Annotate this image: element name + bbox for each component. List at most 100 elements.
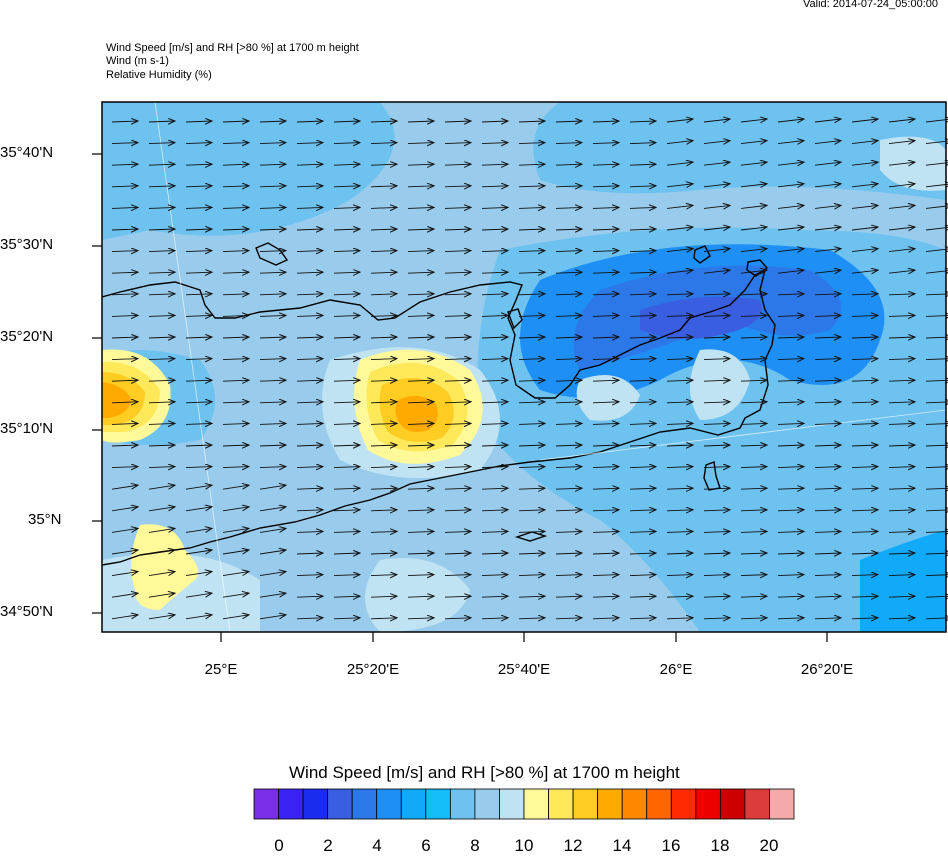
wind-arrow (259, 164, 286, 165)
wind-arrow (407, 207, 434, 208)
wind-arrow (481, 294, 508, 295)
lon-label: 25°40'E (497, 661, 551, 678)
wind-arrow (666, 445, 693, 446)
wind-arrow (296, 467, 323, 468)
wind-arrow (296, 121, 323, 122)
wind-arrow (740, 380, 767, 381)
wind-arrow (481, 337, 508, 338)
wind-arrow (814, 162, 841, 165)
wind-arrow (814, 618, 841, 619)
wind-arrow (851, 445, 878, 446)
wind-arrow (296, 575, 323, 576)
wind-arrow (148, 593, 175, 597)
wind-arrow (555, 121, 582, 122)
wind-arrow (444, 402, 471, 403)
wind-arrow (851, 402, 878, 403)
wind-arrow (629, 618, 656, 619)
wind-arrow (296, 315, 323, 316)
wind-arrow (518, 467, 545, 468)
wind-arrow (481, 402, 508, 403)
colorbar-label: 18 (710, 836, 730, 855)
wind-arrow (666, 270, 693, 273)
colorbar-swatch (523, 788, 549, 820)
wind-arrow (481, 251, 508, 252)
wind-arrow (592, 488, 619, 489)
wind-arrow (370, 596, 397, 597)
wind-arrow (740, 618, 767, 619)
wind-arrow (370, 143, 397, 144)
wind-arrow (111, 507, 138, 511)
wind-arrow (259, 359, 286, 360)
colorbar-label: 20 (759, 836, 779, 855)
wind-arrow (814, 488, 841, 489)
wind-arrow (185, 593, 212, 597)
wind-arrow (518, 207, 545, 208)
wind-arrow (259, 572, 286, 576)
wind-arrow (333, 423, 360, 424)
wind-arrow (407, 251, 434, 252)
wind-arrow (703, 445, 730, 446)
wind-arrow (555, 596, 582, 597)
axis-ticks (92, 153, 828, 642)
wind-arrow (777, 270, 804, 273)
wind-arrow (888, 205, 915, 208)
colorbar-swatch (327, 788, 353, 820)
wind-arrow (259, 315, 286, 316)
wind-arrow (407, 121, 434, 122)
wind-arrow (407, 445, 434, 446)
wind-arrow (148, 615, 175, 619)
wind-arrow (888, 553, 915, 554)
lat-label: 35°10'N (0, 420, 54, 437)
wind-arrow (592, 143, 619, 144)
lon-label: 25°20'E (346, 661, 400, 678)
wind-arrow (592, 164, 619, 165)
colorbar-label: 0 (274, 836, 284, 855)
wind-arrow (518, 315, 545, 316)
wind-arrow (740, 575, 767, 576)
colorbar-swatch (548, 788, 574, 820)
wind-arrow (444, 553, 471, 554)
colorbar-swatch (719, 788, 746, 820)
colorbar-label: 8 (470, 836, 480, 855)
wind-arrow (185, 467, 212, 468)
wind-arrow (296, 272, 323, 273)
wind-arrow (740, 184, 767, 187)
wind-arrow (777, 531, 804, 532)
wind-arrow (185, 528, 212, 532)
colorbar-label: 6 (421, 836, 431, 855)
wind-arrow (555, 467, 582, 468)
wind-arrow (481, 207, 508, 208)
wind-arrow (518, 423, 545, 424)
wind-arrow (333, 294, 360, 295)
valid-time: Valid: 2014-07-24_05:00:00 (803, 0, 938, 10)
wind-arrow (444, 251, 471, 252)
wind-arrow (259, 229, 286, 230)
wind-arrow (629, 596, 656, 597)
wind-arrow (740, 488, 767, 489)
wind-arrow (296, 423, 323, 424)
wind-arrow (814, 402, 841, 403)
wind-arrow (185, 272, 212, 273)
wind-arrow (851, 337, 878, 338)
wind-arrow (592, 402, 619, 403)
wind-arrow (518, 488, 545, 489)
wind-arrow (444, 272, 471, 273)
wind-arrow (111, 593, 138, 597)
wind-arrow (740, 119, 767, 122)
wind-arrow (444, 596, 471, 597)
wind-arrow (888, 575, 915, 576)
wind-arrow (481, 121, 508, 122)
colorbar-label: 4 (372, 836, 382, 855)
wind-arrow (444, 315, 471, 316)
wind-arrow (148, 528, 175, 532)
wind-arrow (333, 618, 360, 619)
wind-arrow (111, 251, 138, 252)
wind-arrow (333, 531, 360, 532)
wind-arrow (148, 164, 175, 165)
wind-arrow (740, 294, 767, 295)
wind-arrow (148, 186, 175, 187)
wind-arrow (592, 337, 619, 338)
colorbar-swatch (670, 788, 697, 820)
wind-arrow (888, 445, 915, 446)
colorbar-label: 2 (323, 836, 333, 855)
